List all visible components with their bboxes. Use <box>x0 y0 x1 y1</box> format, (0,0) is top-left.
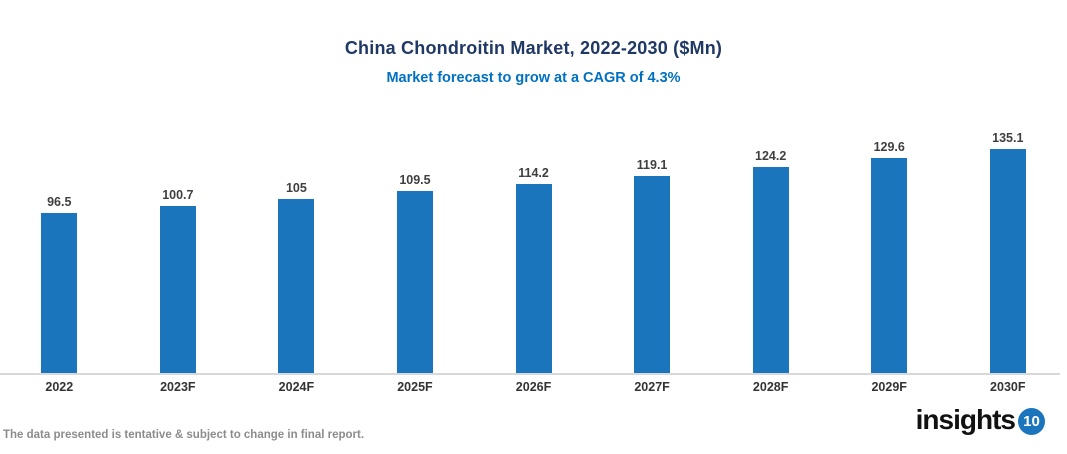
x-axis-tick-label: 2029F <box>871 380 907 394</box>
bar <box>752 167 789 373</box>
bar <box>515 184 552 373</box>
bar-column: 114.2 <box>474 166 593 373</box>
x-axis-tick-label: 2022 <box>45 380 74 394</box>
bar-value-label: 129.6 <box>873 140 905 154</box>
x-axis-tick-label: 2027F <box>634 380 670 394</box>
bar <box>159 206 196 373</box>
bar-value-label: 100.7 <box>162 188 194 202</box>
bar-column: 100.7 <box>119 188 238 373</box>
bar-column: 129.6 <box>830 140 949 373</box>
x-axis-tick-label: 2026F <box>515 380 552 394</box>
bar-plot: 96.5 100.7 105 109.5 114.2 119.1 124.2 129.6 135… <box>0 131 1067 373</box>
bar <box>871 158 908 373</box>
bar-column: 109.5 <box>356 173 475 373</box>
x-axis-tick-label: 2024F <box>278 380 315 394</box>
disclaimer-text: The data presented is tentative & subjec… <box>3 429 365 441</box>
chart-title: China Chondroitin Market, 2022-2030 ($Mn… <box>344 38 723 58</box>
bar-value-label: 124.2 <box>755 149 787 163</box>
bar-column: 119.1 <box>593 158 712 373</box>
bar <box>634 176 671 373</box>
bar <box>989 149 1026 373</box>
x-axis-labels: 2022 2023F 2024F 2025F 2026F 2027F 2028F 2029F 2… <box>0 380 1067 394</box>
chart-subtitle: Market forecast to grow at a CAGR of 4.3… <box>386 70 681 86</box>
x-axis-tick-label: 2023F <box>160 380 196 394</box>
bar <box>41 213 78 373</box>
bar-column: 96.5 <box>0 195 119 373</box>
logo-text: insights <box>915 404 1016 435</box>
x-axis-line <box>0 373 1060 375</box>
bar-column: 135.1 <box>949 131 1067 373</box>
bar <box>278 199 315 373</box>
bar-column: 105 <box>237 181 356 373</box>
insights10-logo: insights 10 <box>916 405 1045 435</box>
bar-value-label: 135.1 <box>992 131 1024 145</box>
bar-value-label: 105 <box>285 181 307 195</box>
bar-value-label: 109.5 <box>399 173 431 187</box>
x-axis-tick-label: 2030F <box>990 380 1026 394</box>
bar <box>396 191 433 373</box>
x-axis-tick-label: 2025F <box>397 380 433 394</box>
bar-column: 124.2 <box>711 149 830 373</box>
bar-value-label: 96.5 <box>47 195 72 209</box>
bar-value-label: 114.2 <box>518 166 549 180</box>
x-axis-tick-label: 2028F <box>752 380 789 394</box>
bar-value-label: 119.1 <box>636 158 668 172</box>
logo-badge-10: 10 <box>1018 408 1045 435</box>
